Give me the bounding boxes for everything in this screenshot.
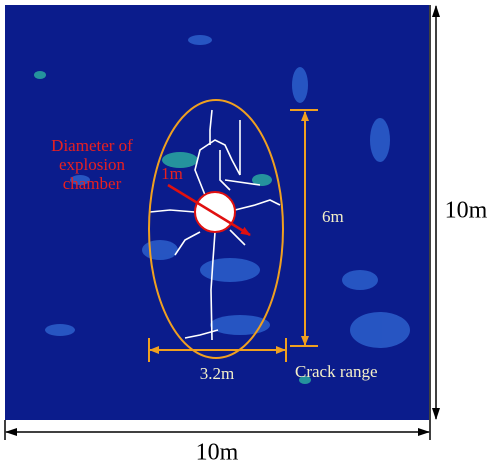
chamber-label: explosion — [59, 155, 126, 174]
explosion-chamber — [194, 191, 236, 233]
diameter-arrow — [167, 183, 251, 237]
model-width-label: 10m — [196, 440, 239, 466]
cracks — [149, 109, 281, 341]
green-patches — [34, 71, 311, 384]
crack-range-label: Crack range — [295, 362, 378, 381]
crack-range-ellipse — [148, 99, 284, 359]
crack-width-label: 3.2m — [200, 364, 234, 383]
chamber-label: Diameter of — [51, 136, 133, 155]
chamber-label: chamber — [63, 174, 122, 193]
model-height-label: 10m — [445, 198, 488, 224]
diameter-label: 1m — [161, 164, 183, 183]
crack-height-label: 6m — [322, 207, 344, 226]
